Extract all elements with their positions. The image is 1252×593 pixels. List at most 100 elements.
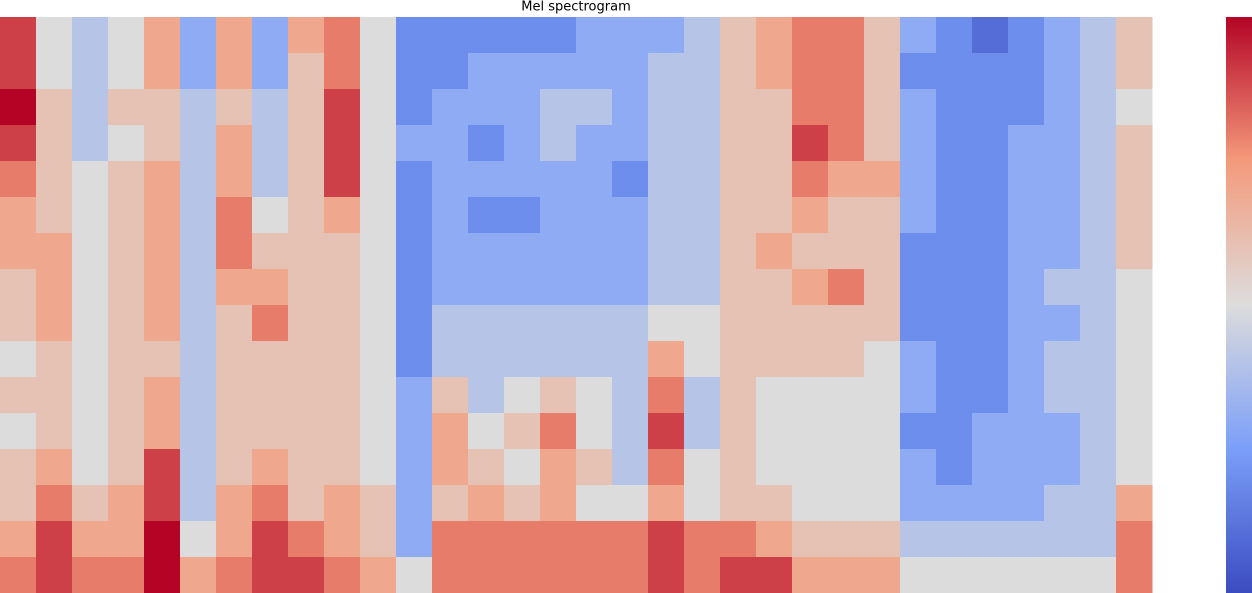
heatmap-cell	[612, 269, 649, 306]
heatmap-cell	[36, 413, 73, 450]
heatmap-cell	[936, 521, 973, 558]
heatmap-cell	[180, 521, 217, 558]
heatmap-cell	[1080, 89, 1117, 126]
heatmap-cell	[324, 53, 361, 90]
heatmap-cell	[612, 197, 649, 234]
heatmap-cell	[648, 557, 685, 593]
heatmap-cell	[828, 89, 865, 126]
heatmap-cell	[576, 449, 613, 486]
heatmap-cell	[828, 125, 865, 162]
heatmap-cell	[648, 305, 685, 342]
heatmap-cell	[252, 125, 289, 162]
heatmap-cell	[864, 377, 901, 414]
heatmap-cell	[0, 377, 37, 414]
heatmap-cell	[324, 233, 361, 270]
heatmap-cell	[900, 233, 937, 270]
heatmap-cell	[720, 305, 757, 342]
heatmap-cell	[972, 125, 1009, 162]
heatmap-cell	[324, 305, 361, 342]
heatmap-cell	[756, 413, 793, 450]
heatmap-cell	[540, 53, 577, 90]
heatmap-cell	[972, 341, 1009, 378]
heatmap-cell	[864, 233, 901, 270]
heatmap-cell	[612, 89, 649, 126]
heatmap-cell	[324, 485, 361, 522]
heatmap-cell	[324, 197, 361, 234]
heatmap-cell	[0, 449, 37, 486]
heatmap-cell	[828, 197, 865, 234]
heatmap-cell	[0, 161, 37, 198]
heatmap-cell	[900, 485, 937, 522]
heatmap-cell	[756, 197, 793, 234]
heatmap-cell	[468, 161, 505, 198]
heatmap-cell	[1008, 17, 1045, 54]
heatmap-cell	[864, 413, 901, 450]
heatmap-cell	[864, 197, 901, 234]
heatmap-cell	[180, 449, 217, 486]
heatmap-cell	[36, 17, 73, 54]
heatmap-cell	[180, 53, 217, 90]
heatmap-cell	[432, 557, 469, 593]
heatmap-cell	[468, 449, 505, 486]
heatmap-cell	[1116, 269, 1153, 306]
heatmap-cell	[252, 53, 289, 90]
heatmap-cell	[396, 305, 433, 342]
heatmap-cell	[936, 305, 973, 342]
heatmap-cell	[504, 449, 541, 486]
heatmap-cell	[216, 413, 253, 450]
heatmap-cell	[432, 125, 469, 162]
heatmap-cell	[792, 521, 829, 558]
heatmap-cell	[648, 125, 685, 162]
heatmap-cell	[1008, 89, 1045, 126]
heatmap-cell	[144, 125, 181, 162]
heatmap-cell	[648, 413, 685, 450]
heatmap-cell	[540, 233, 577, 270]
heatmap-cell	[792, 485, 829, 522]
heatmap-cell	[252, 377, 289, 414]
heatmap-cell	[288, 161, 325, 198]
heatmap-cell	[936, 161, 973, 198]
heatmap-cell	[540, 89, 577, 126]
heatmap-cell	[396, 233, 433, 270]
heatmap-cell	[756, 269, 793, 306]
heatmap-cell	[72, 161, 109, 198]
heatmap-cell	[324, 125, 361, 162]
heatmap-cell	[720, 53, 757, 90]
heatmap-cell	[756, 557, 793, 593]
heatmap-cell	[468, 269, 505, 306]
heatmap-cell	[684, 521, 721, 558]
heatmap-cell	[864, 269, 901, 306]
heatmap-cell	[684, 89, 721, 126]
heatmap-cell	[252, 521, 289, 558]
heatmap-cell	[36, 377, 73, 414]
heatmap-cell	[612, 449, 649, 486]
heatmap-cell	[504, 485, 541, 522]
heatmap-cell	[936, 341, 973, 378]
heatmap-cell	[972, 449, 1009, 486]
heatmap-cell	[972, 521, 1009, 558]
heatmap-cell	[108, 125, 145, 162]
heatmap-cell	[36, 521, 73, 558]
heatmap-cell	[828, 341, 865, 378]
heatmap-cell	[648, 341, 685, 378]
heatmap-cell	[288, 557, 325, 593]
heatmap-cell	[1008, 521, 1045, 558]
heatmap-cell	[684, 485, 721, 522]
heatmap-cell	[612, 377, 649, 414]
heatmap-cell	[1080, 125, 1117, 162]
heatmap-cell	[756, 485, 793, 522]
heatmap-cell	[180, 89, 217, 126]
heatmap-cell	[720, 125, 757, 162]
heatmap-cell	[468, 233, 505, 270]
heatmap-cell	[324, 341, 361, 378]
heatmap-cell	[792, 89, 829, 126]
heatmap-cell	[1116, 89, 1153, 126]
heatmap-cell	[396, 449, 433, 486]
heatmap-cell	[72, 557, 109, 593]
heatmap-cell	[1044, 161, 1081, 198]
heatmap-cell	[216, 269, 253, 306]
heatmap-cell	[612, 341, 649, 378]
heatmap-cell	[864, 341, 901, 378]
heatmap-cell	[216, 521, 253, 558]
heatmap-cell	[36, 485, 73, 522]
